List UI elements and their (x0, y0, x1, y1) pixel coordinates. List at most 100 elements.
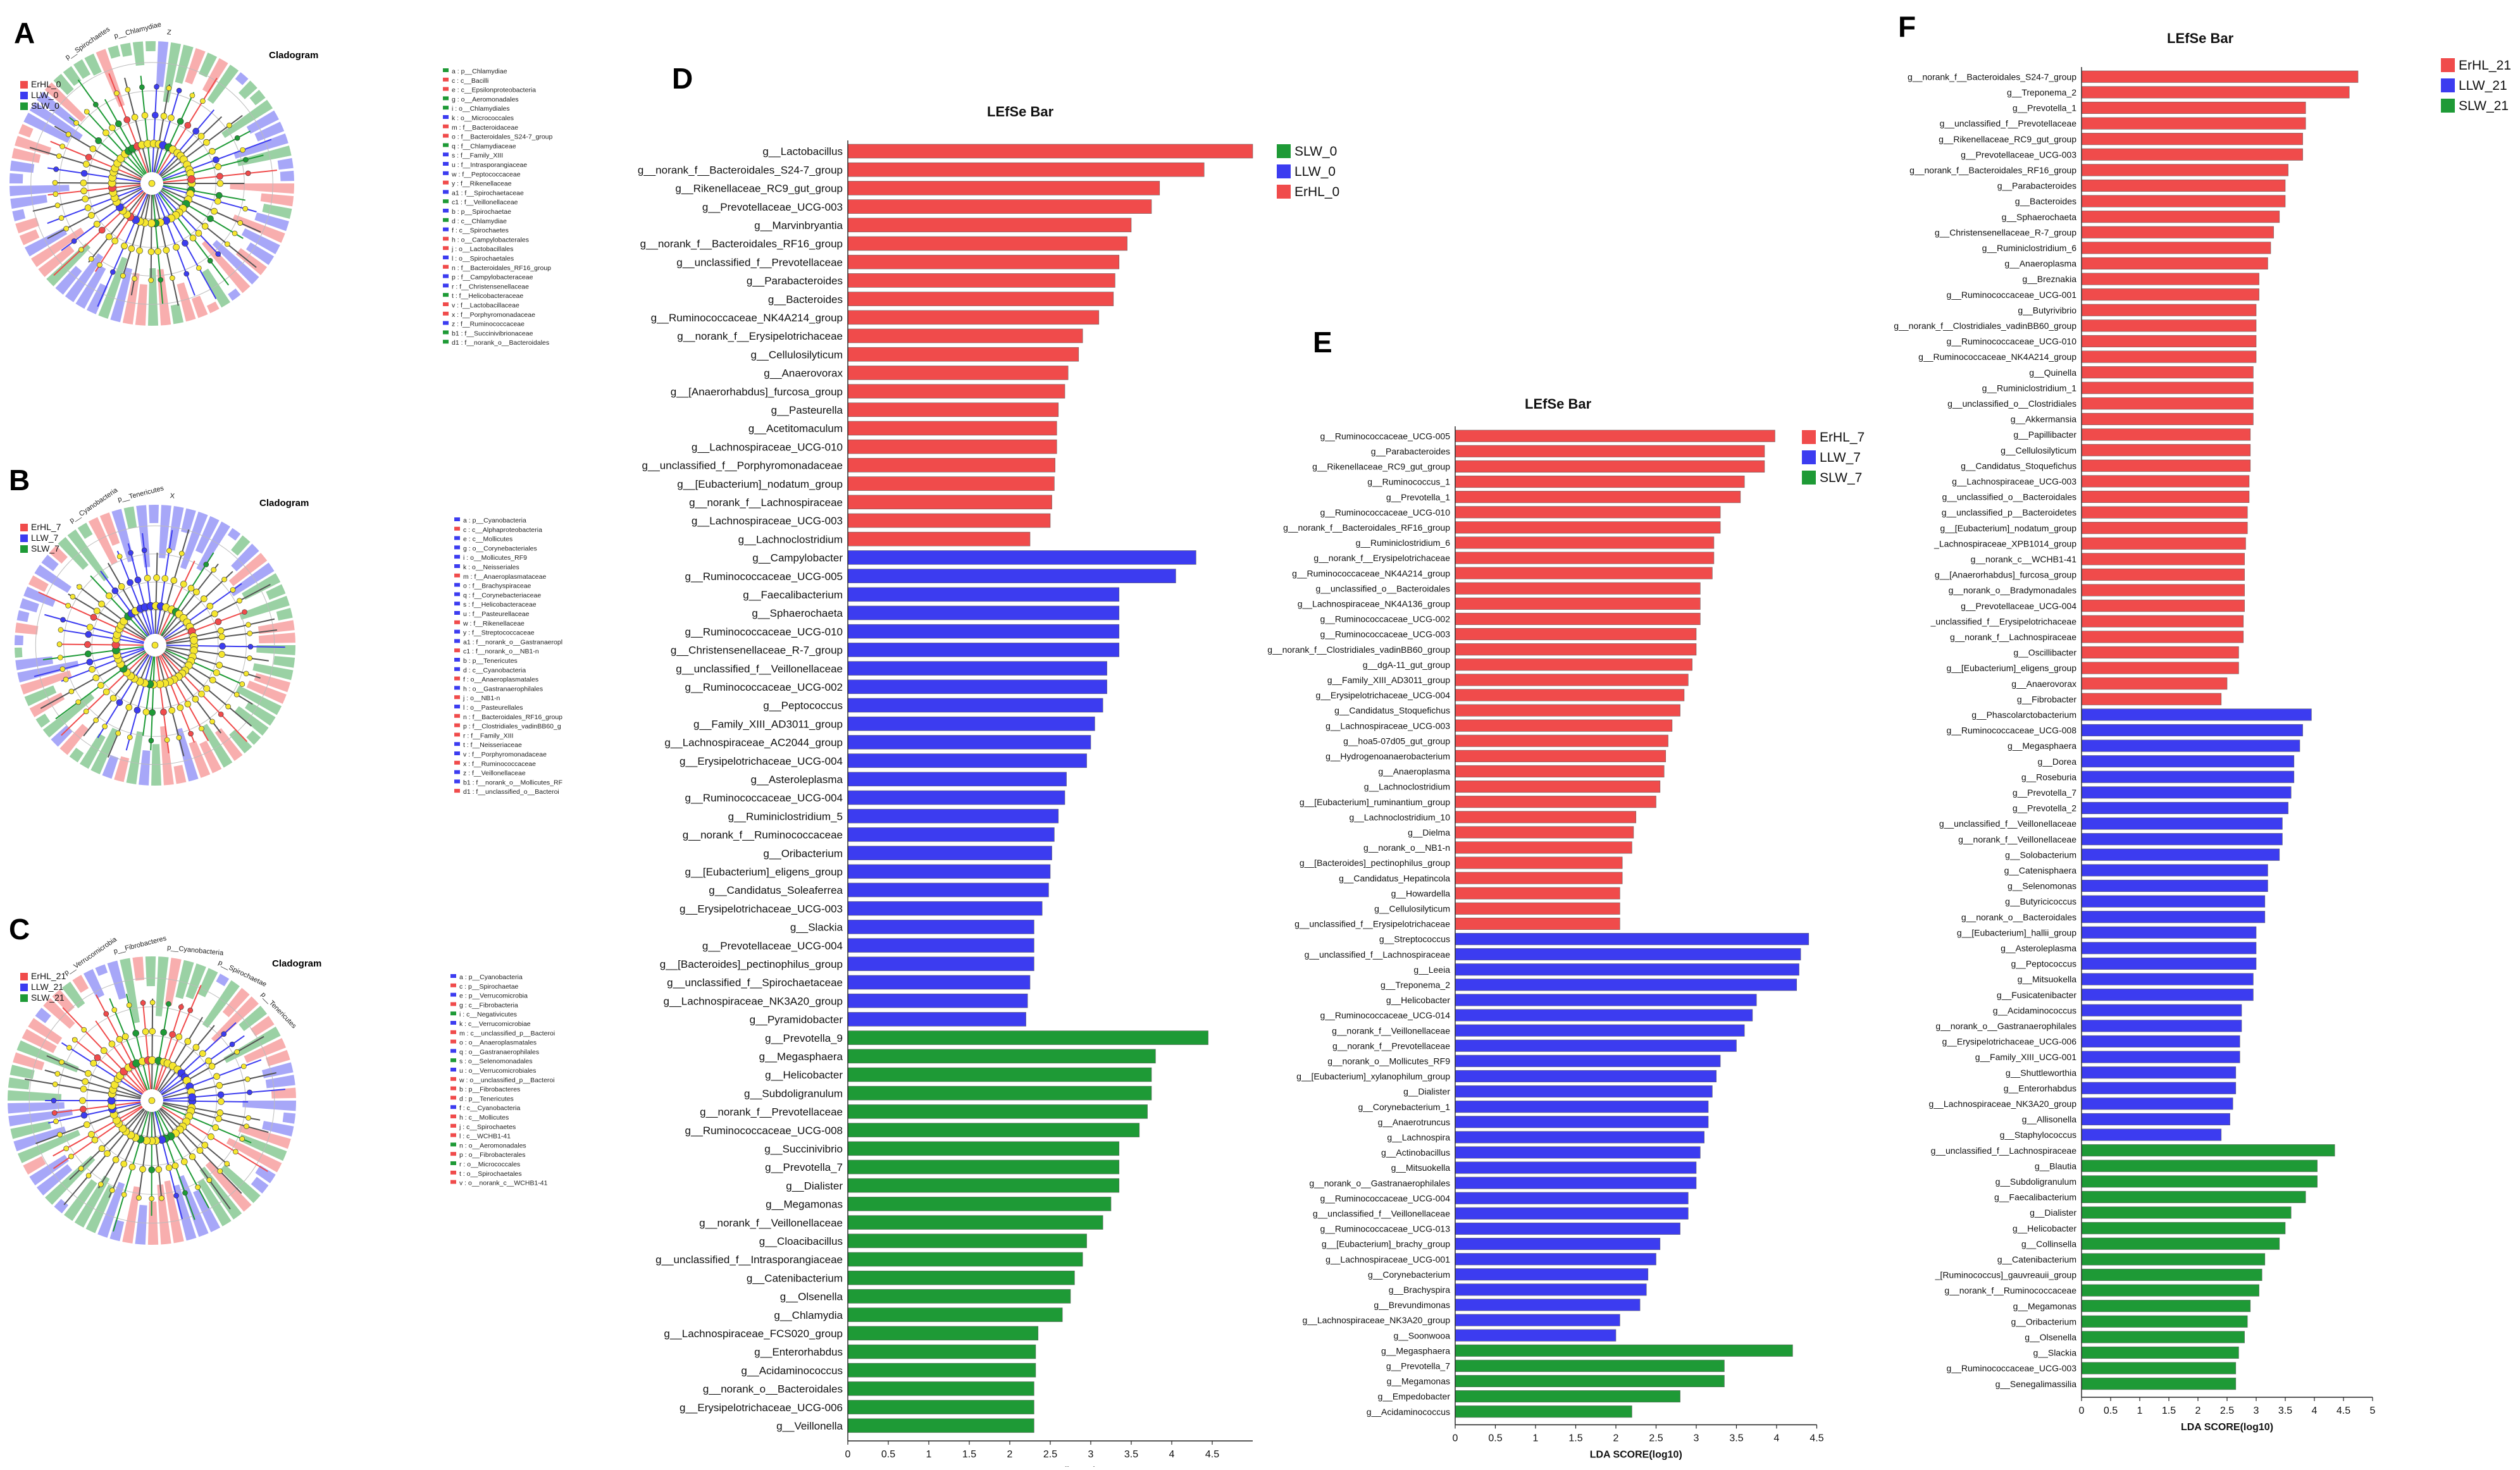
bar-label: g__Acetitomaculum (748, 423, 843, 435)
bar-label: g__unclassified_p__Bacteroidetes (1942, 507, 2076, 517)
bar (848, 1363, 1036, 1377)
taxon-label: l : o__Spirochaetales (452, 255, 514, 262)
clade-node (244, 1124, 249, 1129)
taxon-label: d1 : f__unclassified_o__Bacteroi (463, 788, 559, 796)
taxon-label: j : o__Lactobacillales (451, 245, 513, 253)
bar-label: g__dgA-11_gut_group (1363, 660, 1451, 670)
bar (848, 1419, 1034, 1433)
clade-node (190, 235, 196, 241)
clade-node (208, 216, 214, 222)
bar (2082, 1066, 2236, 1078)
bar (1455, 887, 1620, 899)
bar-label: g__Akkermansia (2011, 414, 2076, 424)
bar-label: g__[Eubacterium]_eligens_group (685, 866, 843, 878)
taxon-label: v : f__Porphyromonadaceae (463, 751, 547, 758)
bar-label: g__Ruminococcaceae_UCG-014 (1320, 1010, 1451, 1020)
taxon-label: k : o__Neisseriales (463, 564, 519, 571)
bar (2082, 1160, 2318, 1172)
bar-label: g__Oribacterium (763, 848, 843, 860)
bar (848, 1123, 1139, 1137)
taxon-color-marker (454, 770, 460, 774)
taxon-color-marker (454, 517, 460, 521)
bar (1455, 903, 1620, 915)
bar-label: g__Subdoligranulum (744, 1087, 843, 1099)
clade-node (84, 709, 89, 714)
bar-label: g__norank_f__Bacteroidales_RF16_group (1283, 522, 1450, 533)
clade-node (207, 1178, 212, 1183)
chart-legend-label: LLW_7 (1820, 450, 1861, 465)
taxon-color-marker (454, 667, 460, 671)
clade-node (171, 578, 177, 584)
bar-label: g__norank_o__Gastranaerophilales (1309, 1178, 1450, 1188)
bar-label: g__Howardella (1391, 888, 1451, 898)
bar-label: g__Empedobacter (1378, 1392, 1451, 1402)
bar-label: g__Lachnospiraceae_NK3A20_group (1928, 1099, 2076, 1109)
bar (1455, 1025, 1744, 1037)
bar (848, 1381, 1034, 1395)
group-legend-swatch (20, 534, 28, 542)
clade-node (188, 1008, 193, 1013)
clade-node (215, 164, 221, 170)
bar (848, 532, 1030, 546)
clade-node (158, 277, 163, 282)
taxon-label: n : o__Aeromonadales (459, 1142, 526, 1149)
taxon-label: w : f__Rikenellaceae (462, 620, 524, 627)
bar (848, 347, 1079, 361)
taxon-color-marker (454, 695, 460, 699)
taxon-color-marker (450, 984, 456, 987)
bar-label: g__Anaerovorax (2011, 679, 2076, 689)
bar-label: g__norank_f__Lachnospiraceae (1950, 632, 2076, 642)
taxon-label: c : p__Spirochaetae (459, 983, 519, 991)
bar-label: g__Shuttleworthia (2006, 1068, 2076, 1078)
clade-node (179, 551, 184, 556)
bar (1455, 1010, 1753, 1022)
clade-node (56, 154, 61, 159)
bar (2082, 164, 2288, 176)
x-tick-label: 1.5 (1568, 1433, 1582, 1444)
bar (2082, 973, 2253, 985)
bar-label: g__Erysipelotrichaceae_UCG-004 (680, 755, 843, 767)
clade-node (139, 85, 144, 90)
bar-label: g__Helicobacter (1386, 995, 1451, 1005)
clade-node (148, 249, 154, 255)
taxon-color-marker (450, 1087, 456, 1090)
clade-node (115, 121, 121, 127)
clade-node (110, 695, 116, 701)
taxon-label: f : c__Cyanobacteria (459, 1104, 520, 1112)
bar (2082, 553, 2245, 565)
taxon-color-marker (443, 312, 449, 316)
clade-node (82, 195, 89, 202)
taxon-color-marker (450, 1049, 456, 1053)
taxon-color-marker (443, 237, 449, 240)
bar (2082, 755, 2294, 767)
cladogram-a-title: Cladogram (269, 50, 318, 61)
clade-node (93, 102, 98, 107)
clade-node (184, 271, 189, 276)
clade-node (177, 705, 183, 711)
clade-node (196, 1185, 201, 1190)
bar (848, 883, 1048, 897)
bar (2082, 522, 2247, 534)
panel-letter-d: D (672, 62, 693, 95)
taxon-label: c : c__Bacilli (452, 77, 488, 85)
clade-node (129, 1164, 135, 1170)
taxon-color-marker (450, 1124, 456, 1128)
clade-node (110, 269, 115, 275)
taxon-color-marker (443, 228, 449, 232)
bar (2082, 1020, 2242, 1032)
clade-node (78, 247, 84, 252)
chart-legend-label: SLW_7 (1820, 471, 1862, 485)
clade-node (66, 132, 71, 137)
taxon-color-marker (443, 181, 449, 185)
taxon-label: i : o__Chlamydiales (452, 105, 510, 113)
bar (2082, 1300, 2250, 1312)
bar-label: g__Bacteroides (768, 293, 843, 306)
taxon-label: r : f__Christensenellaceae (452, 283, 529, 290)
taxon-label: b : p__Tenericutes (463, 657, 518, 665)
clade-node (193, 1044, 199, 1051)
taxon-label: z : f__Ruminococcaceae (452, 321, 524, 328)
clade-node (217, 180, 223, 187)
bar (1455, 979, 1797, 991)
bar (2082, 615, 2244, 627)
taxon-label: y : f__Streptococcaceae (463, 629, 535, 637)
